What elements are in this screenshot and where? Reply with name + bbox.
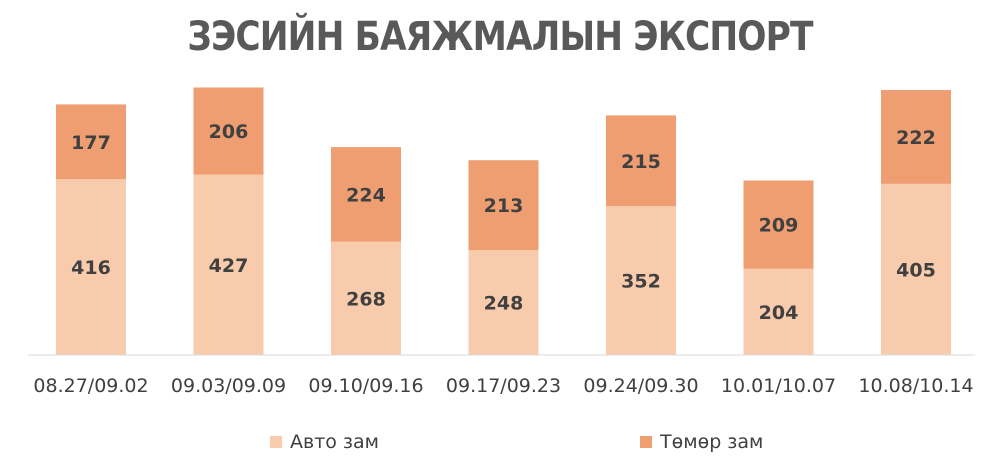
data-label-avto-7: 405: [896, 259, 936, 281]
bar-tomor-5: [606, 115, 676, 207]
legend: Авто зам Төмөр зам: [270, 431, 763, 453]
bar-avto-6: [743, 268, 814, 355]
data-label-avto-1: 416: [71, 257, 111, 279]
legend-swatch-2: [640, 436, 652, 448]
x-tick-label-1: 08.27/09.02: [33, 375, 148, 397]
data-label-avto-2: 427: [209, 255, 249, 277]
legend-swatch-1: [270, 436, 282, 448]
data-label-tomor-7: 222: [896, 127, 936, 149]
bar-avto-3: [331, 241, 401, 355]
bar-avto-7: [881, 183, 951, 355]
bar-tomor-7: [881, 90, 951, 184]
data-label-avto-6: 204: [759, 302, 799, 324]
x-tick-label-4: 09.17/09.23: [446, 375, 561, 397]
x-tick-label-3: 09.10/09.16: [308, 375, 423, 397]
x-tick-label-7: 10.08/10.14: [858, 375, 973, 397]
bar-avto-4: [468, 250, 539, 355]
data-label-tomor-2: 206: [209, 121, 249, 143]
data-label-avto-5: 352: [621, 271, 661, 293]
x-tick-label-5: 09.24/09.30: [583, 375, 698, 397]
data-label-avto-3: 268: [346, 288, 386, 310]
legend-label-2: Төмөр зам: [659, 431, 763, 453]
bar-avto-1: [56, 179, 126, 355]
bar-tomor-3: [331, 147, 401, 242]
bars-group: 416 177 427 206 268 224 248 213 352 215 204 209 405 2…: [56, 87, 951, 355]
bar-tomor-1: [56, 104, 126, 180]
data-label-tomor-6: 209: [759, 215, 799, 237]
bar-avto-5: [606, 206, 676, 355]
data-label-tomor-5: 215: [621, 151, 661, 173]
data-label-tomor-1: 177: [71, 132, 111, 154]
chart-title: ЗЭСИЙН БАЯЖМАЛЫН ЭКСПОРТ: [187, 14, 813, 60]
x-tick-labels: 08.27/09.02 09.03/09.09 09.10/09.16 09.17/0…: [33, 375, 973, 397]
bar-tomor-6: [743, 180, 814, 269]
legend-label-1: Авто зам: [290, 431, 379, 453]
bar-tomor-2: [193, 87, 264, 175]
bar-tomor-4: [468, 160, 539, 251]
data-label-avto-4: 248: [484, 293, 524, 315]
data-label-tomor-4: 213: [484, 195, 524, 217]
x-tick-label-6: 10.01/10.07: [721, 375, 836, 397]
x-tick-label-2: 09.03/09.09: [171, 375, 286, 397]
data-label-tomor-3: 224: [346, 184, 386, 206]
bar-avto-2: [193, 174, 264, 355]
